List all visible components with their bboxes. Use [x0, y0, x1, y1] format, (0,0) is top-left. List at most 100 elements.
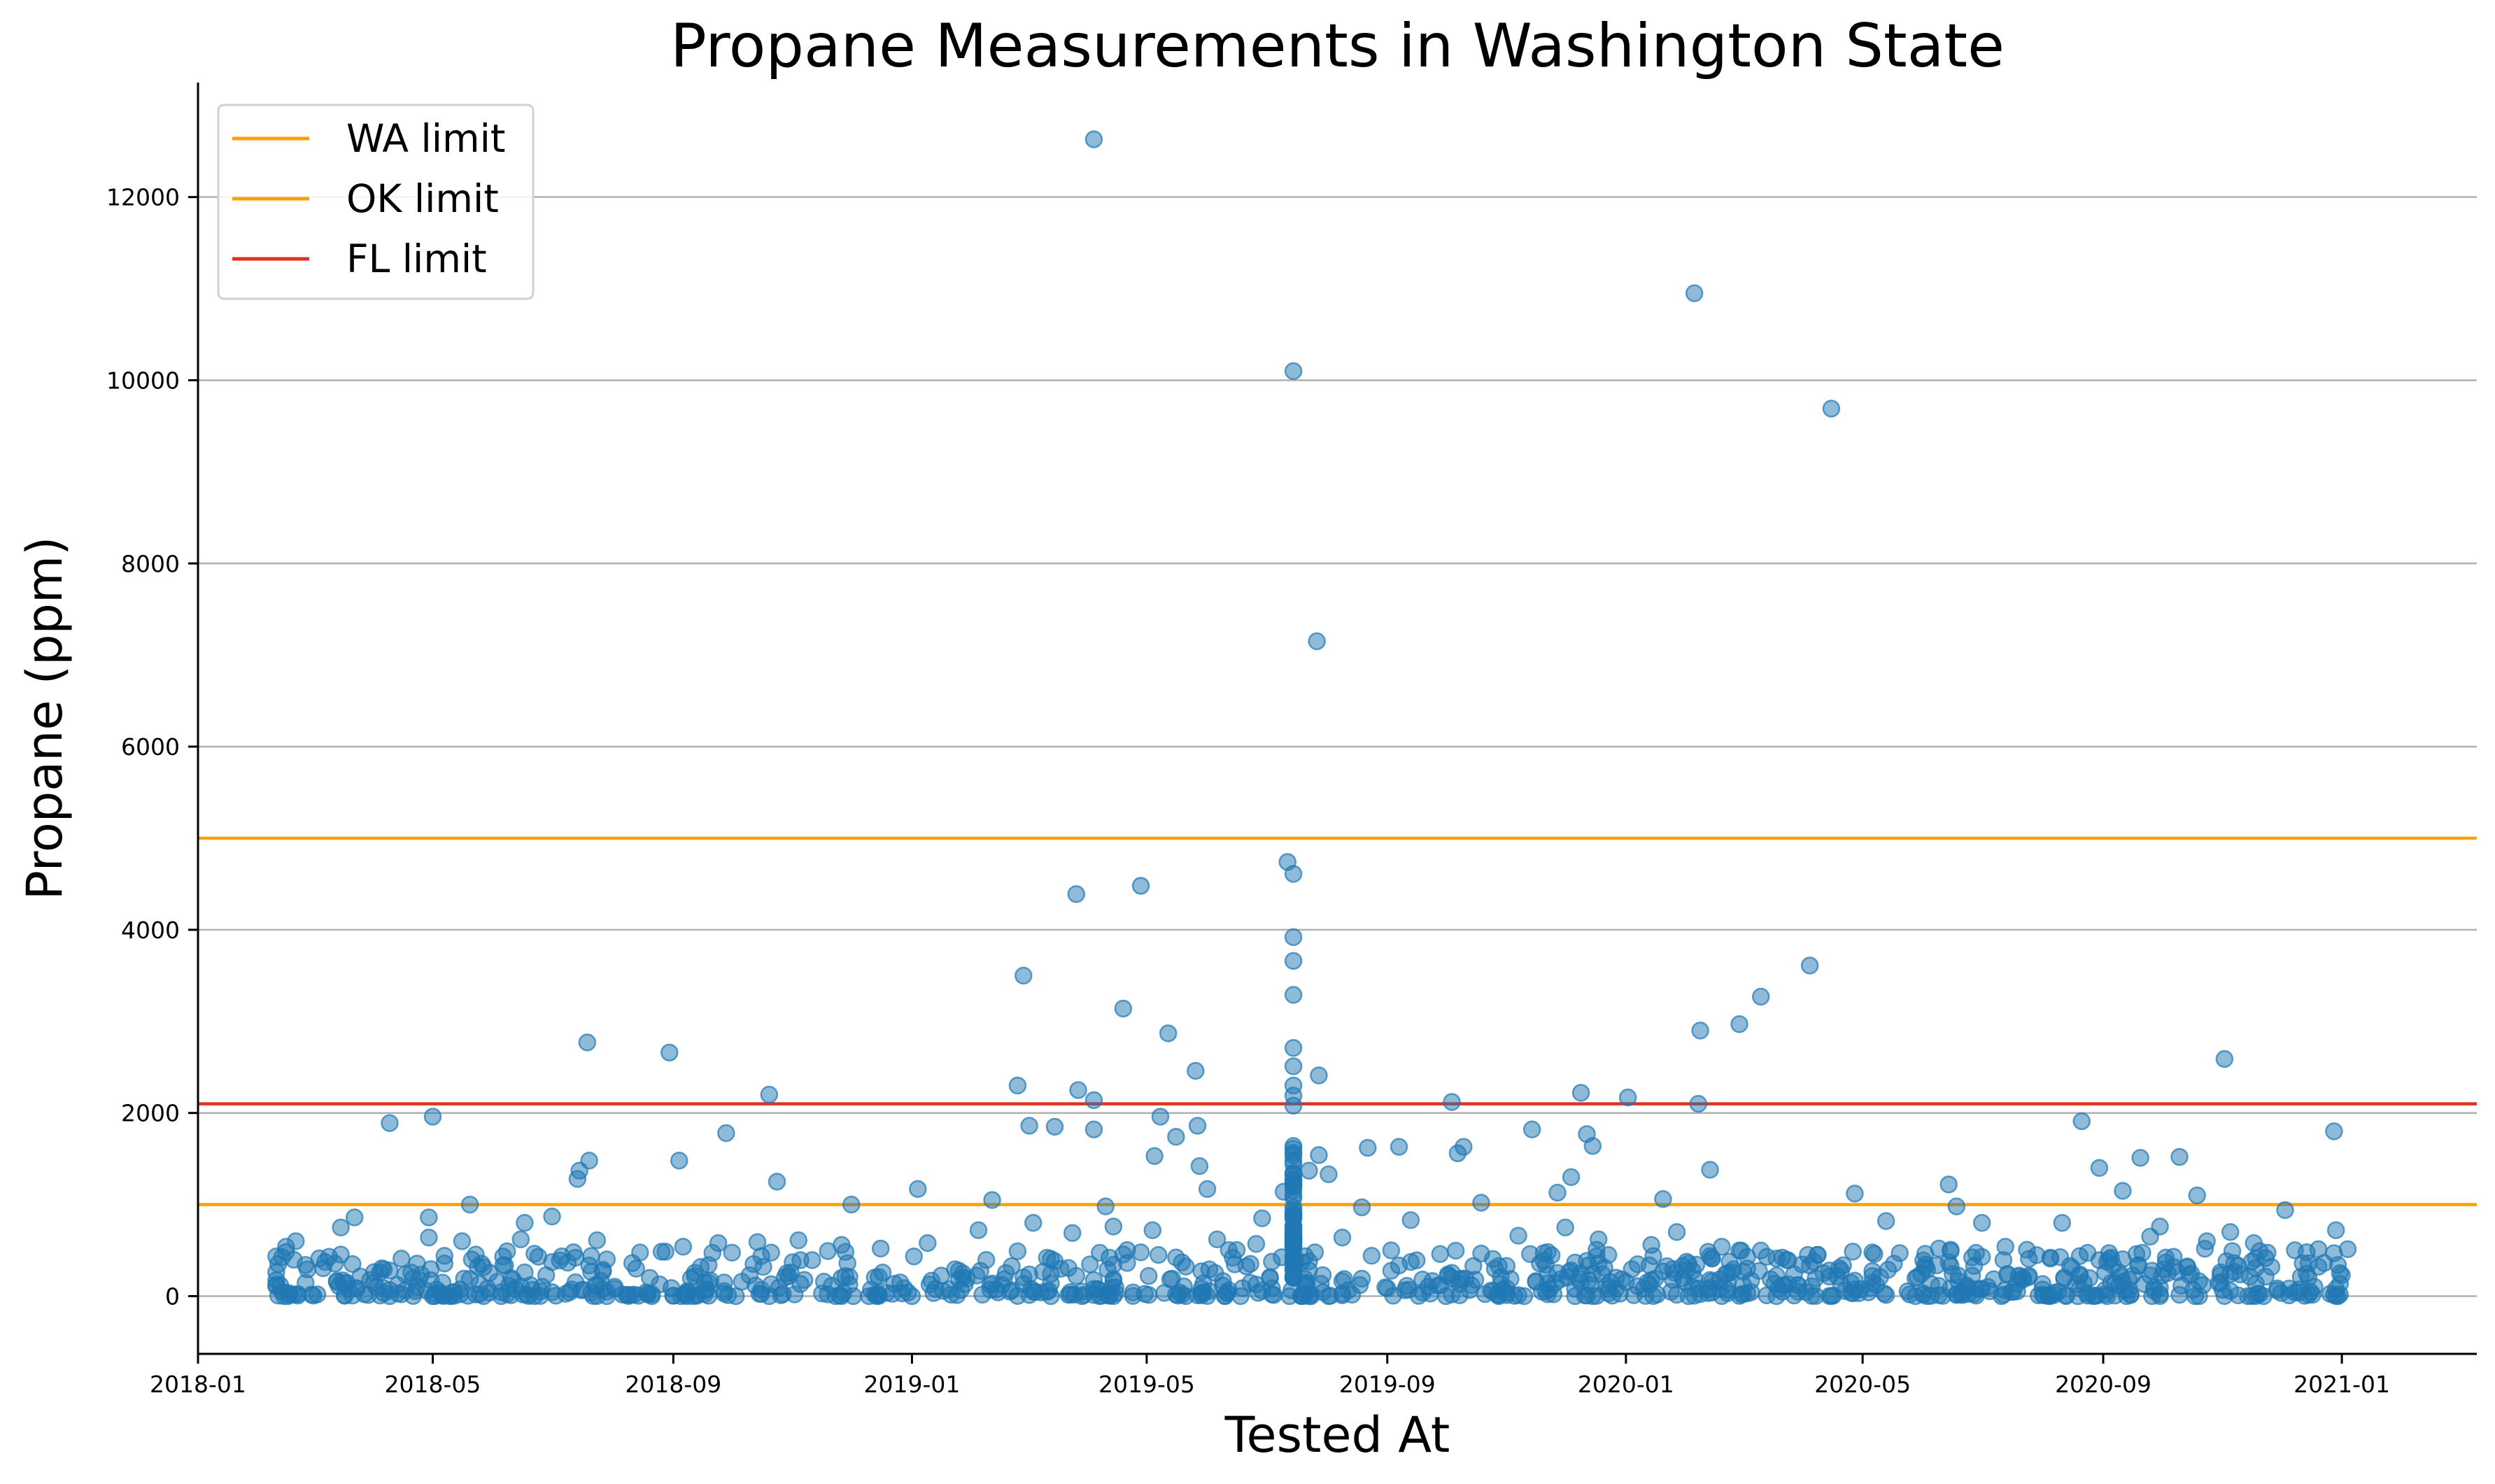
- data-point: [1308, 632, 1326, 651]
- data-point: [1667, 1223, 1686, 1241]
- data-point: [762, 1243, 780, 1262]
- data-point: [344, 1255, 362, 1273]
- data-point: [1284, 1268, 1303, 1287]
- data-point: [396, 1265, 415, 1284]
- data-point: [2276, 1201, 2294, 1220]
- data-point: [1509, 1227, 1527, 1245]
- data-point: [983, 1191, 1001, 1209]
- data-point: [1284, 1096, 1303, 1115]
- data-point: [332, 1245, 350, 1264]
- data-point: [373, 1259, 391, 1278]
- data-point: [511, 1230, 530, 1249]
- data-point: [1067, 885, 1086, 903]
- data-point: [660, 1043, 679, 1062]
- data-point: [393, 1250, 411, 1268]
- reference-lines: [198, 836, 2477, 1206]
- data-point: [949, 1271, 968, 1289]
- y-tick-label: 10000: [106, 367, 180, 394]
- data-point: [1863, 1243, 1881, 1262]
- data-point: [947, 1286, 966, 1304]
- data-point: [1091, 1243, 1109, 1262]
- data-point: [1217, 1283, 1236, 1302]
- data-point: [2326, 1221, 2345, 1240]
- data-point: [543, 1207, 561, 1226]
- data-point: [420, 1228, 438, 1247]
- data-point: [1084, 1091, 1103, 1110]
- data-point: [588, 1231, 607, 1250]
- data-point: [2151, 1278, 2169, 1297]
- data-point: [1382, 1241, 1401, 1259]
- data-point: [302, 1285, 320, 1304]
- data-point: [2072, 1112, 2091, 1131]
- data-point: [1390, 1138, 1408, 1156]
- data-point: [2247, 1250, 2265, 1268]
- data-point: [1752, 987, 1770, 1006]
- data-point: [2078, 1243, 2097, 1262]
- data-point: [1003, 1257, 1021, 1275]
- data-point: [2193, 1276, 2212, 1294]
- data-point: [1994, 1251, 2013, 1269]
- y-axis-ticks: 0 2000 4000 6000 8000 10000 12000: [106, 184, 198, 1310]
- data-point: [1159, 1024, 1178, 1043]
- data-point: [1439, 1265, 1457, 1284]
- data-point: [909, 1180, 927, 1199]
- data-point: [1972, 1214, 1991, 1232]
- data-point: [899, 1283, 917, 1301]
- data-point: [1734, 1276, 1753, 1294]
- data-point: [1497, 1279, 1516, 1298]
- data-point: [1084, 1280, 1103, 1298]
- x-tick-label: 2020-09: [2055, 1371, 2151, 1398]
- data-point: [1623, 1260, 1641, 1278]
- data-point: [1131, 877, 1150, 895]
- data-point: [1807, 1287, 1825, 1306]
- data-point: [453, 1232, 472, 1250]
- data-point: [516, 1263, 534, 1282]
- data-point: [1562, 1168, 1581, 1187]
- data-point: [754, 1257, 772, 1276]
- data-point: [865, 1269, 884, 1287]
- data-point: [1200, 1260, 1219, 1279]
- data-point: [1263, 1252, 1281, 1271]
- data-point: [1015, 966, 1033, 985]
- data-point: [1139, 1266, 1158, 1285]
- data-point: [1443, 1093, 1461, 1111]
- data-point: [2301, 1282, 2320, 1301]
- x-tick-label: 2021-01: [2293, 1371, 2390, 1398]
- data-point: [1730, 1015, 1748, 1033]
- data-point: [421, 1271, 440, 1289]
- data-point: [1618, 1088, 1637, 1107]
- legend-label: WA limit: [346, 116, 505, 161]
- data-point: [1040, 1281, 1058, 1300]
- data-point: [1965, 1285, 1984, 1303]
- data-point: [1149, 1245, 1168, 1264]
- data-point: [565, 1243, 583, 1262]
- data-point: [1284, 928, 1303, 947]
- x-tick-label: 2019-05: [1098, 1371, 1195, 1398]
- data-point: [1861, 1279, 1880, 1297]
- data-point: [1846, 1185, 1864, 1203]
- data-point: [467, 1285, 485, 1303]
- data-point: [1104, 1255, 1123, 1274]
- data-point: [971, 1262, 990, 1280]
- data-point: [580, 1256, 598, 1275]
- data-point: [1306, 1243, 1324, 1262]
- legend-box: [217, 104, 535, 300]
- data-point: [674, 1238, 693, 1256]
- x-axis-title: Tested At: [1224, 1406, 1450, 1464]
- data-point: [1081, 1255, 1099, 1273]
- data-point: [1247, 1235, 1266, 1253]
- data-point: [842, 1195, 861, 1214]
- data-point: [1136, 1285, 1154, 1303]
- data-point: [1284, 986, 1303, 1004]
- data-point: [1583, 1137, 1602, 1155]
- data-point: [1284, 1057, 1303, 1075]
- data-point: [1472, 1194, 1490, 1212]
- data-point: [868, 1287, 886, 1306]
- data-point: [2338, 1240, 2357, 1259]
- data-point: [2098, 1287, 2116, 1306]
- data-point: [1343, 1285, 1362, 1304]
- x-axis-ticks: 2018-01 2018-05 2018-09 2019-01 2019-05 2019-…: [150, 1354, 2390, 1398]
- data-point: [717, 1124, 735, 1143]
- data-point: [2114, 1250, 2132, 1269]
- data-point: [1284, 1199, 1303, 1217]
